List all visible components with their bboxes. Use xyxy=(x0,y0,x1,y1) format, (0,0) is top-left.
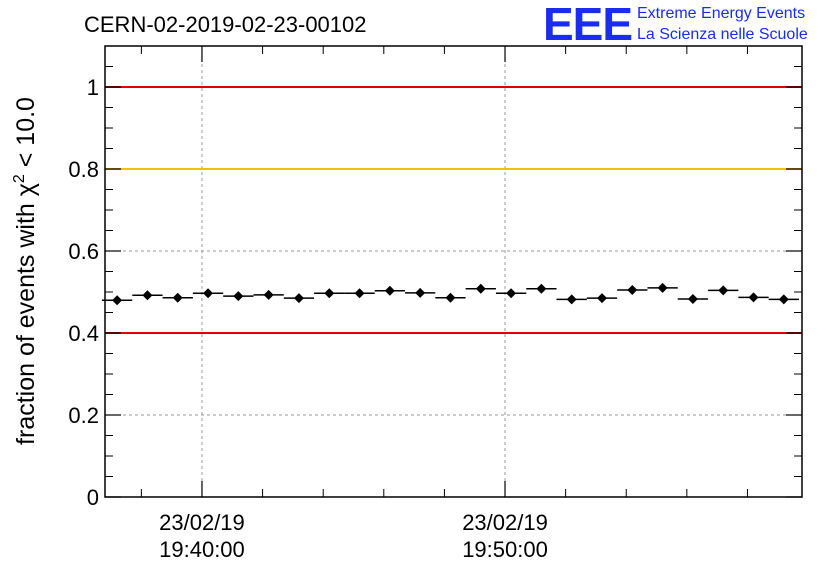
y-tick-label: 1 xyxy=(87,75,99,100)
data-point xyxy=(657,282,668,293)
data-point xyxy=(415,287,426,298)
plot-frame xyxy=(104,45,803,498)
data-points xyxy=(101,282,799,306)
reference-lines xyxy=(105,86,802,334)
axis-ticks xyxy=(105,45,802,498)
y-tick-labels: 0 0.2 0.4 0.6 0.8 1 xyxy=(68,75,99,510)
data-point xyxy=(354,288,365,299)
data-point xyxy=(233,291,244,302)
data-point xyxy=(596,293,607,304)
data-point xyxy=(536,283,547,294)
data-point xyxy=(293,293,304,304)
y-tick-label: 0.2 xyxy=(68,403,99,428)
x-tick-label-time: 19:40:00 xyxy=(159,537,245,562)
data-point xyxy=(566,294,577,305)
data-point xyxy=(172,292,183,303)
y-axis-label: fraction of events with χ2 < 10.0 xyxy=(11,97,40,445)
data-point xyxy=(445,292,456,303)
eee-logo-mark: EEE xyxy=(543,0,632,50)
eee-logo: EEE Extreme Energy Events La Scienza nel… xyxy=(543,0,808,50)
data-point xyxy=(142,290,153,301)
data-point xyxy=(112,295,123,306)
y-tick-label: 0.4 xyxy=(68,321,99,346)
x-tick-label-date: 23/02/19 xyxy=(462,510,548,535)
x-tick-label-date: 23/02/19 xyxy=(159,510,245,535)
eee-logo-line1: Extreme Energy Events xyxy=(637,5,805,22)
data-point xyxy=(778,294,789,305)
chart-title: CERN-02-2019-02-23-00102 xyxy=(84,12,367,37)
eee-logo-line2: La Scienza nelle Scuole xyxy=(637,26,808,43)
y-tick-label: 0.8 xyxy=(68,157,99,182)
data-point xyxy=(475,283,486,294)
data-point xyxy=(384,285,395,296)
data-point xyxy=(687,293,698,304)
y-tick-label: 0 xyxy=(87,485,99,510)
data-point xyxy=(718,285,729,296)
x-tick-label-time: 19:50:00 xyxy=(462,537,548,562)
data-point xyxy=(203,288,214,299)
data-point xyxy=(748,292,759,303)
data-point xyxy=(324,288,335,299)
data-point xyxy=(263,289,274,300)
data-point xyxy=(506,288,517,299)
data-point xyxy=(627,284,638,295)
grid-lines xyxy=(105,46,802,497)
y-tick-label: 0.6 xyxy=(68,239,99,264)
